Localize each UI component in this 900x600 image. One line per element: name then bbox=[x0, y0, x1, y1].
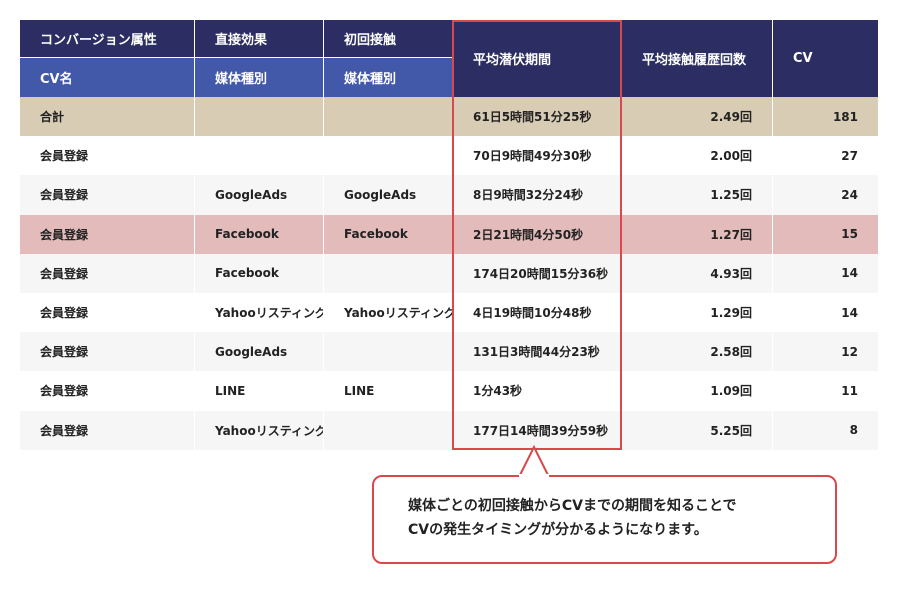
table-cell bbox=[324, 332, 453, 372]
header-cell: 媒体種別 bbox=[324, 58, 453, 97]
table-cell: 8日9時間32分24秒 bbox=[453, 175, 622, 215]
table-cell: 5.25回 bbox=[622, 410, 773, 450]
header-cell: 媒体種別 bbox=[195, 58, 324, 97]
header-cell: 平均潜伏期間 bbox=[453, 20, 622, 97]
pointer-join bbox=[519, 474, 549, 478]
table-cell bbox=[324, 97, 453, 137]
table-cell: GoogleAds bbox=[195, 175, 324, 215]
callout: 媒体ごとの初回接触からCVまでの期間を知ることで CVの発生タイミングが分かるよ… bbox=[372, 475, 837, 564]
table-cell bbox=[195, 97, 324, 137]
table-cell: 1分43秒 bbox=[453, 371, 622, 411]
table-cell: 会員登録 bbox=[20, 293, 195, 333]
table-cell: 2.49回 bbox=[622, 97, 773, 137]
table-cell bbox=[195, 136, 324, 176]
table-cell: 1.29回 bbox=[622, 293, 773, 333]
table-cell: 2日21時間4分50秒 bbox=[453, 214, 622, 254]
table-cell: 15 bbox=[773, 214, 879, 254]
header-cell: コンバージョン属性 bbox=[20, 20, 195, 58]
table-cell: 2.58回 bbox=[622, 332, 773, 372]
table-cell: 14 bbox=[773, 293, 879, 333]
table-cell: 会員登録 bbox=[20, 371, 195, 411]
table-cell: Yahooリスティング bbox=[195, 410, 324, 450]
callout-line: 媒体ごとの初回接触からCVまでの期間を知ることで bbox=[408, 498, 737, 514]
table-cell: 177日14時間39分59秒 bbox=[453, 410, 622, 450]
table-cell: LINE bbox=[195, 371, 324, 411]
table-cell: 24 bbox=[773, 175, 879, 215]
table-cell: GoogleAds bbox=[324, 175, 453, 215]
table-cell bbox=[324, 253, 453, 293]
table-cell: 会員登録 bbox=[20, 410, 195, 450]
table-cell: 131日3時間44分23秒 bbox=[453, 332, 622, 372]
header-cell: CV bbox=[773, 20, 879, 97]
table-cell: 会員登録 bbox=[20, 175, 195, 215]
table-cell: 2.00回 bbox=[622, 136, 773, 176]
table-cell: 1.27回 bbox=[622, 214, 773, 254]
header-cell: 平均接触履歴回数 bbox=[622, 20, 773, 97]
table-cell: 会員登録 bbox=[20, 253, 195, 293]
table-cell: 12 bbox=[773, 332, 879, 372]
table-cell: 14 bbox=[773, 253, 879, 293]
table-cell: Facebook bbox=[324, 214, 453, 254]
table-cell: 174日20時間15分36秒 bbox=[453, 253, 622, 293]
header-cell: 初回接触 bbox=[324, 20, 453, 58]
table-cell: 11 bbox=[773, 371, 879, 411]
header-cell: CV名 bbox=[20, 58, 195, 97]
table-cell: Yahooリスティング bbox=[195, 293, 324, 333]
table-cell: Yahooリスティング bbox=[324, 293, 453, 333]
table-cell: 27 bbox=[773, 136, 879, 176]
table-cell: 会員登録 bbox=[20, 136, 195, 176]
table-cell: 1.25回 bbox=[622, 175, 773, 215]
table-cell: 4.93回 bbox=[622, 253, 773, 293]
table-cell: LINE bbox=[324, 371, 453, 411]
header-cell: 直接効果 bbox=[195, 20, 324, 58]
pointer bbox=[517, 444, 551, 478]
table-cell: 61日5時間51分25秒 bbox=[453, 97, 622, 137]
table-cell: 会員登録 bbox=[20, 214, 195, 254]
table-cell: 181 bbox=[773, 97, 879, 137]
table-cell: 合計 bbox=[20, 97, 195, 137]
table-cell: Facebook bbox=[195, 214, 324, 254]
callout-line: CVの発生タイミングが分かるようになります。 bbox=[408, 522, 708, 538]
table-cell: GoogleAds bbox=[195, 332, 324, 372]
table-cell: 会員登録 bbox=[20, 332, 195, 372]
table-cell: 8 bbox=[773, 410, 879, 450]
highlight-box bbox=[452, 20, 622, 450]
table-cell: 4日19時間10分48秒 bbox=[453, 293, 622, 333]
table-cell: Facebook bbox=[195, 253, 324, 293]
table-cell bbox=[324, 410, 453, 450]
table-cell: 1.09回 bbox=[622, 371, 773, 411]
